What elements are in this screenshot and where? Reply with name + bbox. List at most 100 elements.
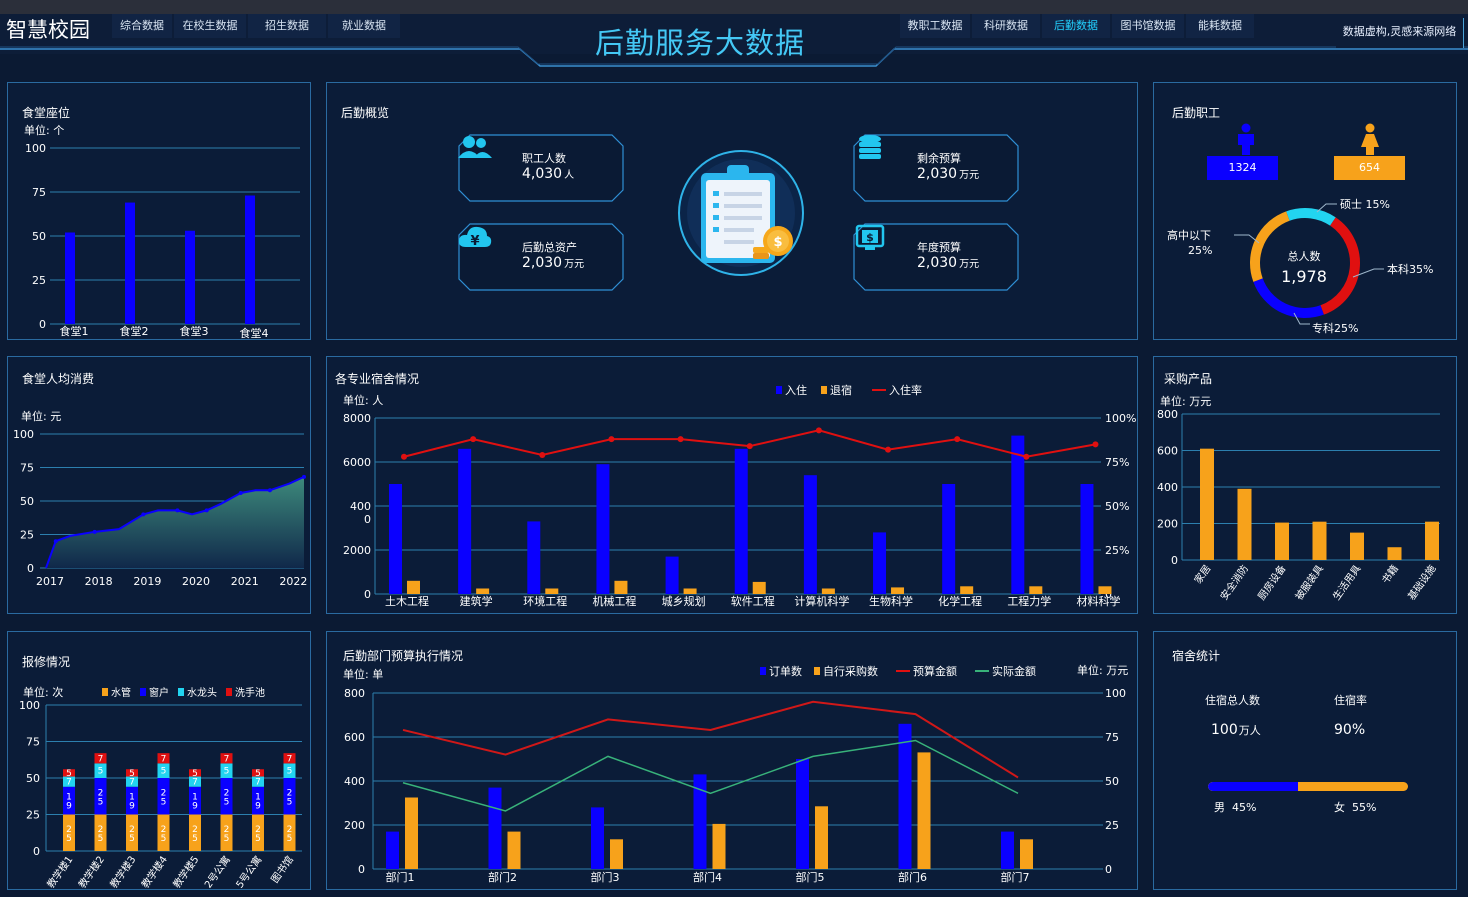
bar-orders [693,774,707,869]
data-point [53,539,58,544]
stack-segment [220,763,233,778]
total-residents-value: 100万人 [1211,722,1261,738]
page-title: 后勤服务大数据 [594,26,805,60]
repair-legend: 水管 窗户 水龙头 洗手池 [102,684,265,699]
segment-label: 9 [192,802,198,812]
occupancy-rate-label: 住宿率 [1334,694,1367,707]
bar-checkout [1029,586,1043,594]
legend-item[interactable]: 窗户 [140,684,169,699]
donut-total-value: 1,978 [1281,267,1327,286]
legend-item[interactable]: 水管 [102,684,131,699]
bar-orders [386,831,399,869]
svg-text:$: $ [866,231,874,244]
y-tick-label: 25 [20,529,34,542]
segment-label: 5 [255,769,261,779]
nav-tab-students[interactable]: 在校生数据 [174,14,246,38]
donut-slice [1250,211,1290,282]
stack-segment [63,776,75,787]
bar-occupied [873,532,887,594]
x-tick-label: 材料科学 [1076,594,1120,608]
nav-tab-research[interactable]: 科研数据 [972,14,1040,38]
x-tick-label: 书籍 [1379,562,1401,586]
card-value: 2,030 万元 [917,255,980,271]
panel-purchase: 采购产品 单位: 万元 0 200 400 600 800 家居 安全消防 厨房设备 被服装具生… [1153,356,1457,614]
x-tick-label: 化学工程 [938,594,982,608]
bar [1275,522,1289,560]
dollar-screen-icon: $ [855,224,885,250]
slice-label: 硕士 15% [1340,198,1390,211]
legend-item[interactable]: 订单数 [760,663,802,679]
bar-orders [1001,831,1014,869]
card-label: 剩余预算 [917,152,961,165]
stack-segment [63,814,75,851]
coin-stack-icon [859,135,881,159]
data-point [1023,453,1030,460]
stack-segment [94,778,107,815]
x-tick-label: 生活用具 [1330,562,1364,602]
x-tick-label: 土木工程 [385,595,429,608]
bar-self-purchase [917,752,931,869]
y-tick-label: 600 [1157,445,1178,458]
legend-item[interactable]: 水龙头 [178,684,217,699]
segment-label: 5 [161,767,167,777]
segment-label: 7 [129,778,135,788]
panel-title: 各专业宿舍情况 [335,372,420,386]
x-tick-label: 食堂3 [180,324,209,338]
bar [1200,448,1214,560]
stack-segment [220,753,233,764]
x-tick-label: 计算机科学 [794,594,849,608]
y-tick-label: 75 [20,462,34,475]
panel-budget: 后勤部门预算执行情况 单位: 单 单位: 万元 订单数 自行采购数 预算金额 实… [326,631,1138,890]
x-tick-label: 部门3 [591,870,620,884]
y-tick-label: 100 [25,142,46,155]
canteen-seats-chart: 0 25 50 75 100 食堂1 食堂2 食堂3 食堂4 [25,142,300,340]
stack-segment [126,769,138,777]
bar-orders [898,723,912,869]
nav-tab-logistics[interactable]: 后勤数据 [1042,14,1110,38]
bar-checkout [960,586,974,594]
unit-label-left: 单位: 单 [343,668,384,681]
female-ratio-label: 女 55% [1334,801,1377,814]
segment-label: 5 [255,834,261,844]
bar-occupied [1080,484,1094,594]
x-tick-label: 家居 [1191,562,1213,586]
bar-checkout [821,588,835,594]
bar-self-purchase [507,831,521,869]
legend-item[interactable]: 预算金额 [896,663,957,679]
unit-label: 单位: 万元 [1160,395,1212,408]
legend-item[interactable]: 入住 [776,382,807,398]
bar-occupied [458,448,472,594]
nav-tab-library[interactable]: 图书馆数据 [1112,14,1184,38]
data-point [815,427,822,434]
nav-tab-employment[interactable]: 就业数据 [328,14,400,38]
budget-chart: 0 0 200 25 400 50 600 75 800 100 部门1 部门2 部门3 部门4 部门5 部门… [344,687,1126,884]
bar-checkout [476,588,490,594]
nav-tab-overview[interactable]: 综合数据 [112,14,172,38]
card-value: 2,030 万元 [917,166,980,182]
leader-line [1293,312,1310,325]
staff-education-donut: 硕士 15% 本科35% 专科25% 高中以下 25% [1167,198,1433,335]
segment-label: 9 [66,802,72,812]
legend-item[interactable]: 入住率 [872,382,922,398]
bar [185,230,195,324]
female-icon [1361,123,1379,155]
nav-tab-staff[interactable]: 教职工数据 [900,14,970,38]
nav-tab-admissions[interactable]: 招生数据 [248,14,326,38]
y2-tick-label: 25 [1105,819,1119,832]
legend-item[interactable]: 洗手池 [226,684,265,699]
legend-item[interactable]: 自行采购数 [814,663,878,679]
data-point [204,508,209,513]
y-tick-label: 8000 [343,412,371,425]
x-tick-label: 2020 [182,575,210,588]
segment-label: 7 [161,754,167,764]
data-point [267,488,272,493]
nav-tab-energy[interactable]: 能耗数据 [1186,14,1254,38]
legend-item[interactable]: 退宿 [821,382,852,398]
bar [1350,532,1364,560]
data-point [885,446,892,453]
bar-checkout [614,580,628,594]
data-point [746,443,753,450]
legend-item[interactable]: 实际金额 [975,663,1036,679]
segment-label: 7 [66,778,72,788]
card-label: 年度预算 [917,241,961,254]
